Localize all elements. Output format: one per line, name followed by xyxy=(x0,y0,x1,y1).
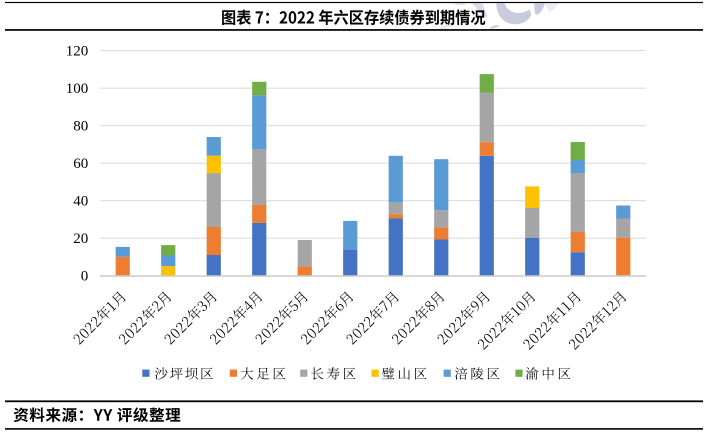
svg-text:60: 60 xyxy=(73,156,88,172)
svg-text:80: 80 xyxy=(73,119,88,135)
svg-text:40: 40 xyxy=(73,194,88,210)
svg-text:120: 120 xyxy=(66,44,89,60)
svg-text:20: 20 xyxy=(73,231,88,247)
svg-text:0: 0 xyxy=(81,269,89,285)
svg-text:100: 100 xyxy=(66,81,89,97)
